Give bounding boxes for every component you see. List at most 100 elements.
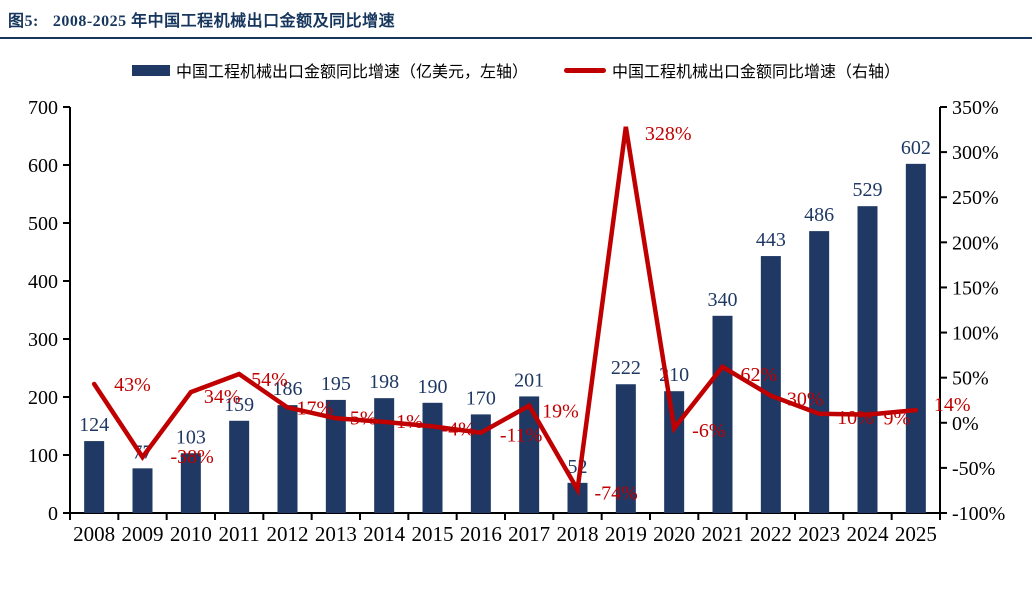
left-axis-tick-label: 100 [28, 445, 58, 467]
bar-2020 [664, 391, 685, 513]
x-axis-year-label: 2022 [750, 522, 792, 546]
bar-value-label-2008: 124 [79, 414, 109, 436]
legend-line-label: 中国工程机械出口金额同比增速（右轴） [612, 64, 901, 81]
bar-2016 [470, 414, 491, 513]
bar-2025 [905, 163, 926, 513]
bar-value-label-2025: 602 [901, 137, 931, 159]
bar-2022 [760, 256, 781, 513]
bar-2013 [325, 399, 346, 513]
chart-legend: 中国工程机械出口金额同比增速（亿美元，左轴） 中国工程机械出口金额同比增速（右轴… [0, 58, 1032, 82]
legend-bar-label: 中国工程机械出口金额同比增速（亿美元，左轴） [175, 64, 528, 81]
left-axis-tick-label: 700 [28, 97, 58, 119]
growth-rate-label-2012: 17% [297, 397, 334, 419]
growth-rate-label-2022: 30% [787, 389, 824, 411]
left-axis-tick-label: 200 [28, 387, 58, 409]
figure-header: 图5: 2008-2025 年中国工程机械出口金额及同比增速 [0, 0, 1032, 39]
bar-value-label-2022: 443 [756, 229, 786, 251]
x-axis-year-label: 2017 [508, 522, 550, 546]
right-axis-tick-label: 50% [952, 368, 989, 390]
left-axis-tick-label: 500 [28, 213, 58, 235]
x-axis-year-label: 2013 [315, 522, 357, 546]
growth-rate-label-2013: 5% [350, 407, 377, 429]
growth-rate-label-2021: 62% [741, 364, 778, 386]
x-axis-year-label: 2020 [653, 522, 695, 546]
growth-rate-label-2025: 14% [934, 394, 971, 416]
growth-rate-label-2014: 1% [396, 411, 423, 433]
growth-rate-label-2024: 9% [884, 408, 911, 430]
bar-value-label-2017: 201 [514, 369, 544, 391]
left-axis-tick-label: 0 [48, 503, 58, 525]
bar-value-label-2023: 486 [804, 204, 834, 226]
left-axis-tick-label: 600 [28, 155, 58, 177]
x-axis-year-label: 2011 [219, 522, 260, 546]
figure-title: 2008-2025 年中国工程机械出口金额及同比增速 [52, 13, 396, 30]
x-axis-year-label: 2008 [73, 522, 115, 546]
right-axis-tick-label: 250% [952, 187, 999, 209]
x-axis-year-label: 2019 [605, 522, 647, 546]
growth-rate-label-2008: 43% [114, 374, 151, 396]
x-axis-year-label: 2010 [170, 522, 212, 546]
growth-rate-label-2011: 54% [251, 369, 288, 391]
right-axis-tick-label: 150% [952, 277, 999, 299]
x-axis-year-label: 2023 [798, 522, 840, 546]
figure-label: 图5: [8, 13, 39, 30]
legend-item-growth-rate: 中国工程机械出口金额同比增速（右轴） [564, 58, 900, 82]
bar-2023 [809, 231, 830, 513]
bar-value-label-2013: 195 [321, 373, 351, 395]
bar-2014 [374, 398, 395, 513]
bar-2008 [84, 441, 105, 513]
x-axis-year-label: 2021 [702, 522, 744, 546]
right-axis-tick-label: 0% [952, 413, 979, 435]
growth-rate-label-2019: 328% [645, 123, 692, 145]
growth-rate-label-2023: 10% [837, 407, 874, 429]
bar-value-label-2024: 529 [853, 179, 883, 201]
growth-rate-label-2020: -6% [692, 420, 725, 442]
x-axis-year-label: 2012 [267, 522, 309, 546]
right-axis-tick-label: 350% [952, 97, 999, 119]
right-axis-tick-label: -100% [952, 503, 1005, 525]
left-axis-tick-label: 400 [28, 271, 58, 293]
growth-rate-label-2016: -11% [500, 425, 543, 447]
growth-rate-line [91, 126, 919, 497]
growth-rate-label-2010: 34% [204, 386, 241, 408]
bar-2019 [615, 384, 636, 513]
right-axis-tick-label: -50% [952, 458, 995, 480]
growth-rate-label-2009: -38% [171, 446, 214, 468]
bar-value-label-2021: 340 [708, 289, 738, 311]
bar-value-label-2014: 198 [369, 371, 399, 393]
x-axis-year-label: 2015 [412, 522, 454, 546]
bar-2018 [567, 482, 588, 513]
bar-2012 [277, 405, 298, 513]
x-axis-year-label: 2016 [460, 522, 502, 546]
bar-2015 [422, 402, 443, 513]
growth-rate-label-2015: -4% [442, 418, 475, 440]
x-axis-year-label: 2025 [895, 522, 937, 546]
legend-item-export-amount: 中国工程机械出口金额同比增速（亿美元，左轴） [131, 58, 528, 82]
bar-2011 [229, 420, 250, 513]
bar-value-label-2011: 159 [224, 394, 254, 416]
bar-value-label-2012: 186 [273, 378, 303, 400]
bar-value-label-2015: 190 [418, 376, 448, 398]
left-axis-tick-label: 300 [28, 329, 58, 351]
x-axis-year-label: 2018 [557, 522, 599, 546]
bar-2010 [180, 453, 201, 513]
bar-2024 [857, 206, 878, 513]
x-axis-year-label: 2014 [363, 522, 406, 546]
bar-2009 [132, 468, 153, 513]
right-axis-tick-label: 300% [952, 142, 999, 164]
line-swatch-icon [564, 67, 606, 73]
right-axis-tick-label: 100% [952, 323, 999, 345]
growth-rate-label-2017: 19% [542, 401, 579, 423]
x-axis-year-label: 2009 [122, 522, 164, 546]
bar-value-label-2010: 103 [176, 426, 206, 448]
growth-rate-label-2018: -74% [595, 483, 638, 505]
bar-value-label-2016: 170 [466, 387, 496, 409]
bar-2017 [519, 396, 540, 513]
bar-swatch-icon [131, 64, 170, 76]
x-axis-year-label: 2024 [847, 522, 890, 546]
bar-2021 [712, 315, 733, 513]
bar-value-label-2019: 222 [611, 357, 641, 379]
right-axis-tick-label: 200% [952, 232, 999, 254]
